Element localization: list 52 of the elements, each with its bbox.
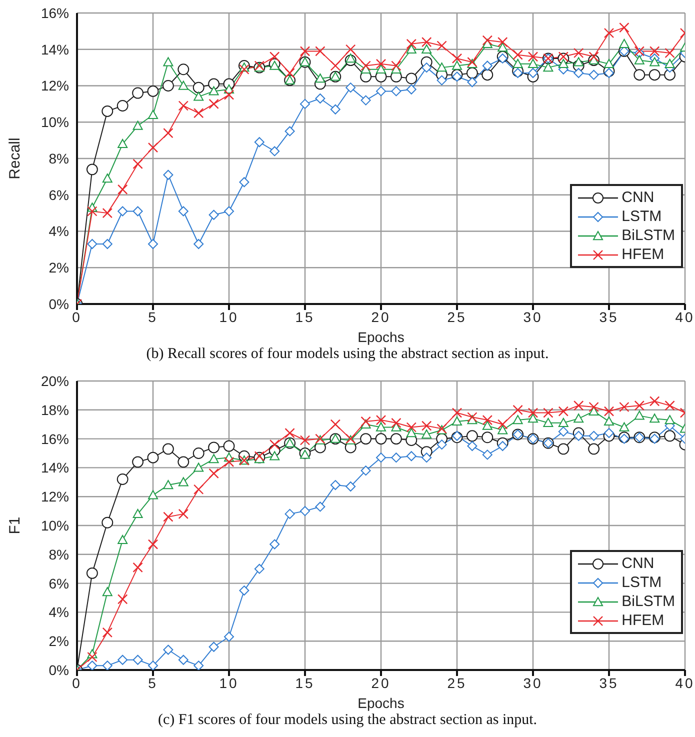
x-tick-label: 20 (371, 308, 391, 325)
y-tick-label: 8% (48, 546, 69, 562)
x-tick-label: 25 (447, 674, 467, 691)
y-tick-label: 18% (40, 402, 69, 418)
legend-label: BiLSTM (622, 226, 675, 245)
x-tick-label: 40 (675, 308, 695, 325)
y-tick-label: 4% (48, 223, 69, 240)
x-tick-label: 15 (295, 674, 315, 691)
y-tick-label: 2% (48, 633, 69, 650)
y-tick-label: 4% (48, 604, 69, 620)
y-tick-label: 16% (40, 4, 69, 21)
legend-label: CNN (622, 554, 654, 573)
legend-label: LSTM (622, 207, 662, 226)
x-tick-label: 35 (599, 308, 619, 325)
x-tick-label: 5 (148, 674, 158, 691)
y-axis-title: Recall (6, 138, 24, 180)
legend-label: HFEM (622, 245, 664, 264)
x-tick-label: 10 (219, 674, 239, 691)
x-axis-title: Epochs (358, 329, 404, 345)
x-tick-label: 5 (148, 308, 158, 325)
text: (b) Recall scores of four models using the abstract section as input. (145, 346, 550, 363)
x-tick-label: 20 (371, 674, 391, 691)
y-tick-label: 10% (40, 114, 69, 130)
y-tick-label: 12% (40, 488, 69, 505)
legend-label: HFEM (622, 611, 664, 630)
y-axis-title: F1 (6, 516, 24, 534)
x-tick-label: 0 (72, 674, 82, 691)
y-tick-label: 14% (40, 41, 69, 58)
x-tick-label: 30 (523, 674, 543, 691)
y-tick-label: 16% (40, 430, 69, 447)
y-tick-label: 8% (48, 150, 69, 166)
x-axis-title: Epochs (358, 695, 404, 711)
x-tick-label: 35 (599, 674, 619, 691)
legend-label: CNN (622, 188, 654, 207)
x-tick-label: 25 (447, 308, 467, 325)
text: (c) F1 scores of four models using the abstract section as input. (156, 712, 538, 729)
y-tick-label: 0% (48, 662, 69, 678)
y-tick-label: 6% (48, 186, 69, 203)
x-tick-label: 0 (72, 308, 82, 325)
y-tick-label: 2% (48, 260, 69, 276)
y-tick-label: 6% (48, 575, 69, 592)
x-tick-label: 40 (675, 674, 695, 691)
y-tick-label: 10% (40, 517, 69, 534)
y-tick-label: 12% (40, 78, 69, 94)
y-tick-label: 14% (40, 460, 69, 476)
x-tick-label: 10 (219, 308, 239, 325)
y-tick-label: 20% (40, 372, 69, 389)
legend-label: BiLSTM (622, 592, 675, 611)
y-tick-label: 0% (48, 296, 69, 312)
x-tick-label: 30 (523, 308, 543, 325)
x-tick-label: 15 (295, 308, 315, 325)
legend-label: LSTM (622, 573, 662, 592)
